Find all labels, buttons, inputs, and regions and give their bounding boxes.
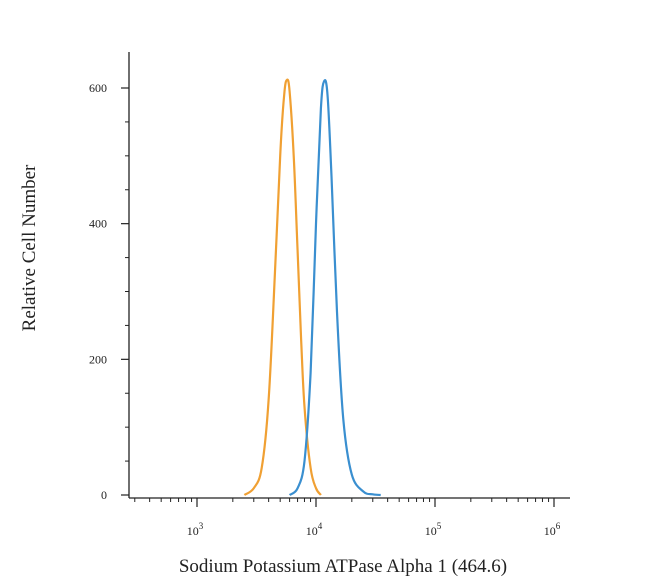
series-line-1: [243, 78, 322, 496]
x-tick-label: 106: [544, 521, 561, 538]
y-tick-label: 400: [89, 217, 107, 231]
x-tick-label: 104: [306, 521, 323, 538]
x-axis-title: Sodium Potassium ATPase Alpha 1 (464.6): [179, 556, 507, 577]
x-tick-label: 105: [425, 521, 442, 538]
series-line-2: [288, 79, 381, 497]
series: [243, 78, 381, 497]
ticks: 0 200 400 600 103 104 105 106: [89, 81, 561, 538]
y-tick-label: 600: [89, 81, 107, 95]
y-axis-title: Relative Cell Number: [19, 164, 40, 331]
axes: [128, 52, 570, 499]
x-tick-label: 103: [187, 521, 204, 538]
y-tick-label: 200: [89, 352, 107, 366]
y-tick-label: 0: [101, 488, 107, 502]
